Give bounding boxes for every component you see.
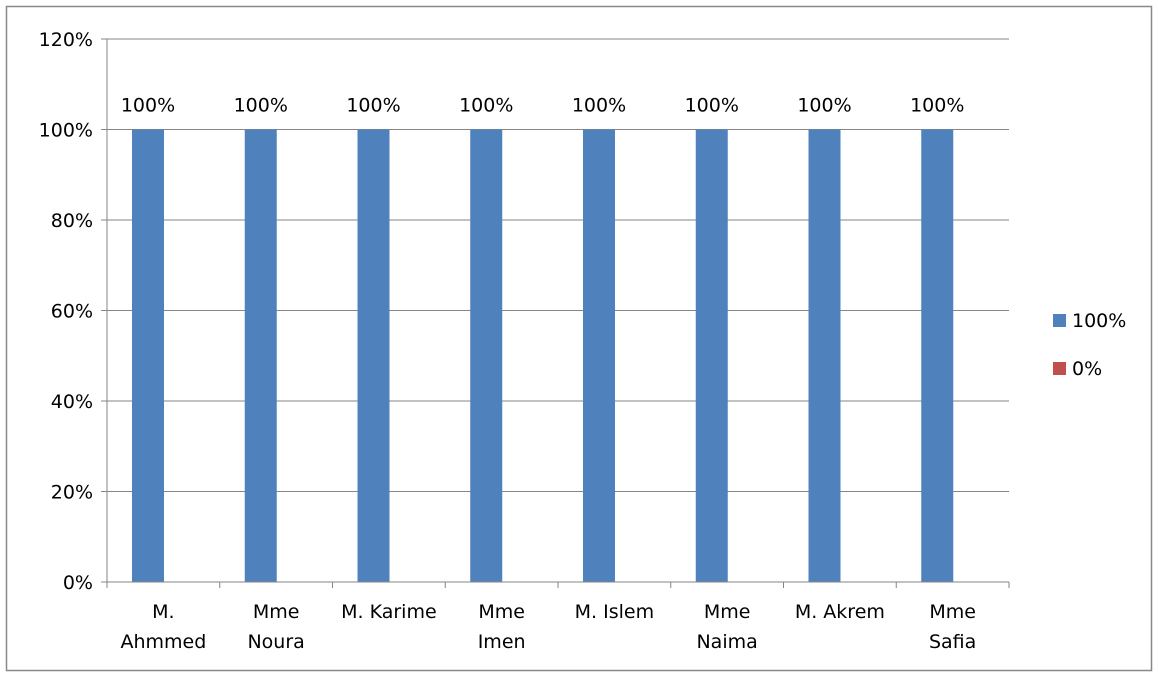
data-label: 100% xyxy=(234,95,288,117)
legend-label: 100% xyxy=(1072,310,1126,332)
data-labels: 100% 100% 100% 100% 100% 100% 100% 100% xyxy=(121,95,965,117)
data-label: 100% xyxy=(685,95,739,117)
legend-swatch xyxy=(1053,362,1066,375)
y-tick-label: 20% xyxy=(51,482,93,504)
bars xyxy=(132,129,954,582)
x-tick-label: Mme Safia xyxy=(929,601,976,653)
y-tick-label: 100% xyxy=(39,120,93,142)
bar-series-1 xyxy=(357,129,390,582)
bar-series-1 xyxy=(132,129,164,582)
bar-series-1 xyxy=(244,129,277,582)
x-tick-label: Mme Imen xyxy=(478,601,526,653)
x-tick-label: Mme Naima xyxy=(696,601,757,653)
data-label: 100% xyxy=(346,95,400,117)
y-tick-label: 120% xyxy=(39,29,93,51)
y-axis-tick-labels: 0% 20% 40% 60% 80% 100% 120% xyxy=(39,29,93,594)
data-label: 100% xyxy=(572,95,626,117)
data-label: 100% xyxy=(121,95,175,117)
x-tick-label: Mme Noura xyxy=(247,601,304,653)
bar-series-1 xyxy=(921,129,954,582)
data-label: 100% xyxy=(459,95,513,117)
chart-border xyxy=(5,5,1153,672)
bar-series-1 xyxy=(470,129,503,582)
x-axis-tick-labels: M. Ahmmed Mme Noura M. Karime Mme Imen M. Islem… xyxy=(120,601,976,653)
bar-series-1 xyxy=(583,129,615,582)
x-tick-label: M. Karime xyxy=(341,601,437,623)
legend-swatch xyxy=(1053,314,1066,327)
data-label: 100% xyxy=(797,95,851,117)
bar-series-1 xyxy=(695,129,728,582)
y-tick-label: 60% xyxy=(51,301,93,323)
legend-label: 0% xyxy=(1072,358,1102,380)
axes xyxy=(101,38,1010,588)
x-tick-label: M. Ahmmed xyxy=(120,601,206,653)
x-tick-label: M. Islem xyxy=(575,601,654,623)
legend: 100% 0% xyxy=(1053,310,1126,380)
x-tick-label: M. Akrem xyxy=(795,601,885,623)
y-tick-label: 80% xyxy=(51,210,93,232)
bar-series-1 xyxy=(808,129,841,582)
data-label: 100% xyxy=(910,95,964,117)
y-tick-label: 0% xyxy=(63,572,93,594)
y-tick-label: 40% xyxy=(51,391,93,413)
